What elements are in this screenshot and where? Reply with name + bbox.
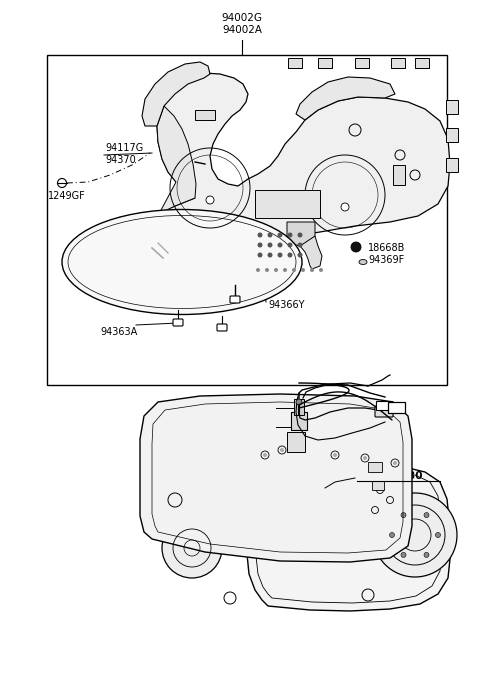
Circle shape [424,553,429,557]
Circle shape [288,243,292,247]
Bar [446,100,458,114]
Bar [318,58,332,68]
FancyBboxPatch shape [375,406,393,417]
Circle shape [274,268,278,272]
Circle shape [256,268,260,272]
Polygon shape [296,77,395,120]
Circle shape [283,268,287,272]
FancyBboxPatch shape [173,319,183,326]
FancyBboxPatch shape [230,296,240,303]
Bar [372,481,384,490]
Bar [47,55,447,385]
Text: 94117G: 94117G [105,143,143,153]
Polygon shape [148,106,196,219]
Bar [288,58,302,68]
Text: 91665: 91665 [250,403,283,413]
Bar [393,165,405,185]
Circle shape [277,233,283,237]
Circle shape [333,453,337,457]
Circle shape [319,268,323,272]
Bar [368,462,382,472]
Bar [391,58,405,68]
Text: 18668B: 18668B [368,243,406,253]
Circle shape [265,268,269,272]
Text: 96421: 96421 [245,422,278,432]
Text: 94370: 94370 [105,155,136,165]
Text: 94366Y: 94366Y [268,300,304,310]
Polygon shape [140,394,412,562]
Text: REF.43-430: REF.43-430 [357,471,422,481]
Circle shape [341,203,349,211]
Bar [446,158,458,172]
Bar [415,58,429,68]
Bar [195,110,215,120]
Circle shape [435,532,441,537]
Text: 94002A: 94002A [222,25,262,35]
Circle shape [298,253,302,257]
Circle shape [206,196,214,204]
Bar [158,506,186,528]
Circle shape [257,233,263,237]
Bar [446,128,458,142]
Circle shape [257,253,263,257]
Circle shape [401,553,406,557]
Bar [255,190,320,218]
Circle shape [401,513,406,518]
Circle shape [277,243,283,247]
Circle shape [298,233,302,237]
Bar [287,432,305,452]
Circle shape [363,456,367,460]
Circle shape [310,268,314,272]
Circle shape [298,243,302,247]
Text: 94002G: 94002G [221,13,263,23]
FancyBboxPatch shape [376,401,392,410]
Text: 94369F: 94369F [368,255,404,265]
Bar [355,58,369,68]
Bar [291,412,307,430]
Circle shape [301,268,305,272]
FancyBboxPatch shape [387,402,405,412]
Circle shape [263,453,267,457]
Circle shape [292,268,296,272]
Polygon shape [287,222,315,246]
Circle shape [162,518,222,578]
Polygon shape [247,464,450,611]
Circle shape [257,243,263,247]
Circle shape [389,532,395,537]
Circle shape [267,233,273,237]
Text: 1249GF: 1249GF [48,191,86,201]
Circle shape [267,243,273,247]
Ellipse shape [62,210,302,315]
Polygon shape [148,73,450,239]
Circle shape [288,253,292,257]
Circle shape [280,448,284,452]
Circle shape [351,242,361,252]
Bar [294,399,304,415]
Circle shape [424,513,429,518]
Polygon shape [142,62,210,126]
Polygon shape [300,236,322,269]
Circle shape [277,253,283,257]
Circle shape [267,253,273,257]
Circle shape [288,233,292,237]
Circle shape [373,493,457,577]
Circle shape [296,399,302,405]
Text: 94363A: 94363A [100,327,137,337]
Ellipse shape [359,259,367,264]
FancyBboxPatch shape [217,324,227,331]
Circle shape [393,461,397,465]
